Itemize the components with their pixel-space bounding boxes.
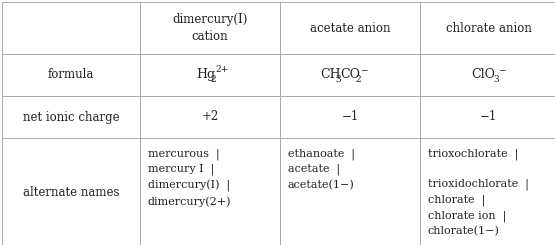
Bar xyxy=(420,2,555,54)
Text: formula: formula xyxy=(48,69,94,82)
Bar xyxy=(140,96,280,138)
Text: acetate anion: acetate anion xyxy=(310,22,390,35)
Text: dimercury(I)
cation: dimercury(I) cation xyxy=(172,13,248,43)
Text: 2: 2 xyxy=(355,74,361,84)
Text: 2+: 2+ xyxy=(215,65,228,74)
Bar xyxy=(280,96,420,138)
Text: ClO: ClO xyxy=(472,69,496,82)
Text: −1: −1 xyxy=(341,110,359,123)
Bar xyxy=(2,138,140,245)
Text: CO: CO xyxy=(340,69,360,82)
Text: 3: 3 xyxy=(335,74,341,84)
Text: chlorate anion: chlorate anion xyxy=(446,22,532,35)
Bar xyxy=(420,96,555,138)
Bar xyxy=(280,54,420,96)
Bar xyxy=(140,54,280,96)
Text: mercurous  |
mercury I  |
dimercury(I)  |
dimercury(2+): mercurous | mercury I | dimercury(I) | d… xyxy=(148,148,231,208)
Text: alternate names: alternate names xyxy=(23,186,119,199)
Text: +2: +2 xyxy=(201,110,219,123)
Text: 2: 2 xyxy=(210,74,216,84)
Text: CH: CH xyxy=(320,69,341,82)
Text: −: − xyxy=(498,65,506,74)
Bar xyxy=(2,2,140,54)
Bar xyxy=(2,96,140,138)
Bar xyxy=(420,54,555,96)
Text: −1: −1 xyxy=(480,110,497,123)
Bar xyxy=(2,54,140,96)
Bar xyxy=(420,138,555,245)
Text: net ionic charge: net ionic charge xyxy=(23,110,119,123)
Text: ethanoate  |
acetate  |
acetate(1−): ethanoate | acetate | acetate(1−) xyxy=(288,148,355,190)
Text: Hg: Hg xyxy=(196,69,215,82)
Text: −: − xyxy=(360,65,367,74)
Bar xyxy=(140,2,280,54)
Bar xyxy=(140,138,280,245)
Text: 3: 3 xyxy=(493,74,499,84)
Text: trioxochlorate  |

trioxidochlorate  |
chlorate  |
chlorate ion  |
chlorate(1−): trioxochlorate | trioxidochlorate | chlo… xyxy=(428,148,529,236)
Bar xyxy=(280,2,420,54)
Bar xyxy=(280,138,420,245)
